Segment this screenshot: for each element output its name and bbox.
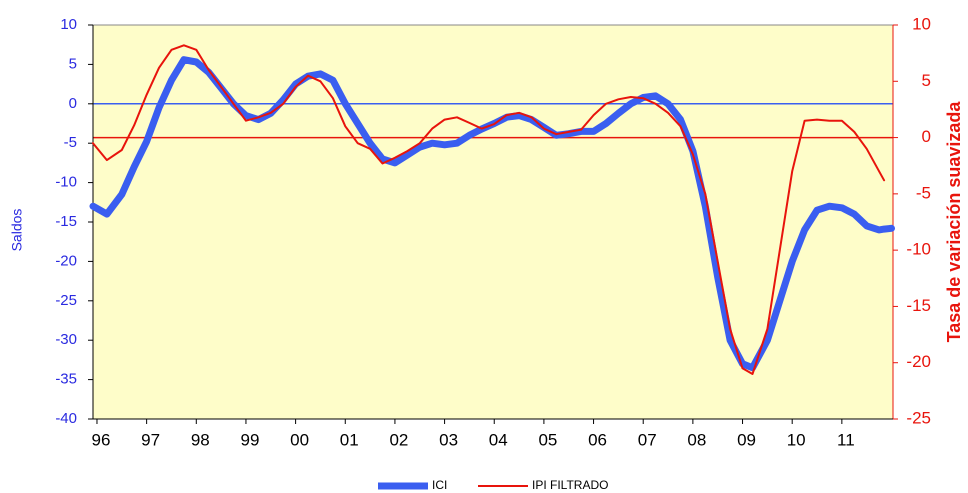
legend-label: IPI FILTRADO	[532, 478, 608, 492]
y-tick-label: -10	[55, 174, 77, 191]
y2-tick-label: -20	[906, 352, 931, 371]
y-axis-label: Saldos	[9, 209, 25, 252]
y-tick-label: -40	[55, 410, 77, 427]
y2-tick-label: 0	[922, 127, 931, 146]
x-tick-label: 97	[141, 430, 160, 449]
y2-tick-label: 10	[912, 14, 931, 33]
y-tick-label: -25	[55, 292, 77, 309]
x-tick-label: 07	[638, 430, 657, 449]
x-tick-label: 04	[489, 430, 508, 449]
y2-axis-label: Tasa de variación suavizada	[944, 101, 964, 343]
x-tick-label: 06	[588, 430, 607, 449]
y-tick-label: 0	[69, 95, 77, 112]
y-tick-label: -35	[55, 371, 77, 388]
x-tick-label: 96	[92, 430, 111, 449]
series-line	[92, 44, 886, 375]
x-tick-label: 09	[737, 430, 756, 449]
y2-tick-label: 5	[922, 71, 931, 90]
x-tick-label: 10	[787, 430, 806, 449]
plot-area	[92, 24, 894, 420]
y-tick-label: -5	[64, 134, 77, 151]
x-tick-label: 00	[290, 430, 309, 449]
y-tick-label: 10	[60, 16, 77, 33]
y-tick-label: -30	[55, 331, 77, 348]
y2-tick-label: -15	[906, 296, 931, 315]
y-tick-label: -20	[55, 252, 77, 269]
y-tick-label: -15	[55, 213, 77, 230]
y2-tick-label: -25	[906, 408, 931, 427]
x-tick-label: 99	[240, 430, 259, 449]
y2-tick-label: -5	[916, 183, 931, 202]
x-tick-label: 05	[538, 430, 557, 449]
x-tick-label: 03	[439, 430, 458, 449]
x-tick-label: 08	[687, 430, 706, 449]
x-tick-label: 01	[340, 430, 359, 449]
y2-tick-label: -10	[906, 240, 931, 259]
x-tick-label: 98	[191, 430, 210, 449]
x-tick-label: 02	[389, 430, 408, 449]
x-tick-label: 11	[837, 430, 855, 449]
legend-label: ICI	[432, 478, 447, 492]
y-tick-label: 5	[69, 55, 77, 72]
